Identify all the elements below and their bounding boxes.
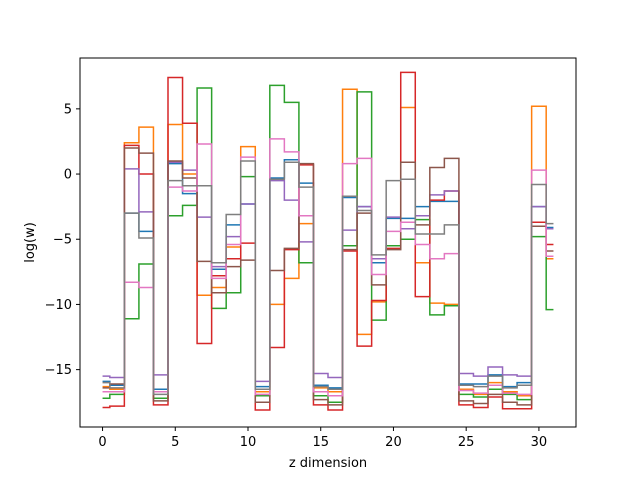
x-tick-label: 10 <box>240 435 257 450</box>
series-line-3 <box>102 84 554 403</box>
series-line-2 <box>102 88 554 397</box>
x-tick-label: 25 <box>458 435 475 450</box>
series-line-8 <box>102 160 554 396</box>
x-axis-label: z dimension <box>289 456 367 471</box>
y-tick-label: −10 <box>45 298 72 313</box>
x-tick-label: 20 <box>385 435 402 450</box>
series-line-4 <box>102 71 554 411</box>
y-axis-label: log(w) <box>23 222 38 263</box>
y-axis: 5 0 −5 −10 −15 <box>45 102 80 378</box>
y-tick-label: −5 <box>53 233 72 248</box>
axes-frame <box>79 57 577 428</box>
series-line-1 <box>102 158 554 390</box>
series-line-6 <box>102 147 554 406</box>
x-tick-label: 30 <box>531 435 548 450</box>
plot-area <box>102 71 554 411</box>
x-tick-label: 15 <box>312 435 329 450</box>
y-tick-label: 0 <box>64 168 72 183</box>
y-tick-label: 5 <box>64 102 72 117</box>
series-line-7 <box>102 138 554 397</box>
x-axis: 0 5 10 15 20 25 30 <box>98 427 547 450</box>
x-tick-label: 5 <box>171 435 179 450</box>
y-tick-label: −15 <box>45 363 72 378</box>
series-line-5 <box>102 161 554 383</box>
x-tick-label: 0 <box>98 435 106 450</box>
